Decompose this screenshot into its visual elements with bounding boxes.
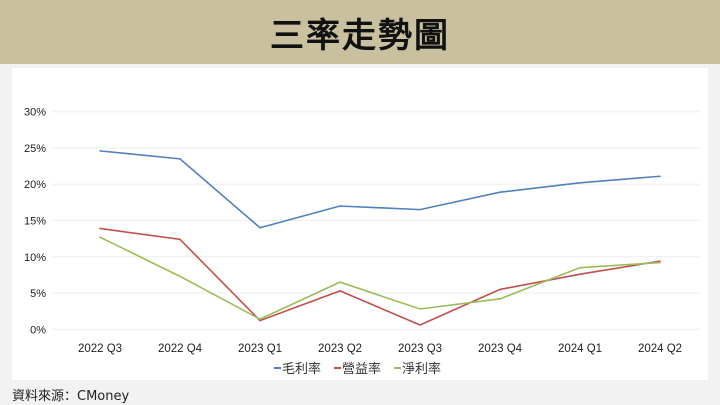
data-point — [99, 150, 101, 152]
data-point — [499, 298, 501, 300]
data-point — [339, 205, 341, 207]
legend-label: 毛利率 — [282, 361, 321, 377]
data-point — [179, 275, 181, 278]
data-point — [339, 290, 341, 292]
data-point — [659, 175, 661, 178]
legend-label: 營益率 — [342, 361, 381, 377]
data-point — [579, 181, 581, 184]
chart-panel: 0% 5% 10% 15% 20% 25% 30% 2022 Q3 2022 Q4 2023 Q1… — [12, 68, 708, 380]
data-point — [419, 324, 421, 326]
y-tick-label: 10% — [24, 252, 46, 264]
series-line-1 — [99, 227, 661, 326]
y-tick-label: 5% — [30, 288, 46, 300]
data-point — [499, 191, 501, 194]
y-tick-label: 20% — [24, 179, 46, 191]
title-bar: 三率走勢圖 — [0, 0, 720, 64]
data-point — [659, 261, 661, 264]
x-tick-label: 2024 Q1 — [558, 343, 602, 355]
data-point — [259, 318, 261, 320]
data-point — [499, 288, 501, 291]
data-point — [419, 208, 421, 211]
y-tick-label: 25% — [24, 143, 46, 155]
data-point — [99, 236, 101, 238]
x-tick-label: 2023 Q2 — [318, 343, 362, 355]
source-note: 資料來源：CMoney — [12, 389, 130, 404]
y-tick-label: 0% — [30, 324, 46, 336]
data-point — [179, 158, 181, 160]
data-point — [579, 273, 581, 275]
x-tick-label: 2023 Q1 — [238, 343, 282, 355]
data-point — [419, 308, 421, 310]
x-tick-label: 2022 Q3 — [78, 343, 122, 355]
x-tick-label: 2022 Q4 — [158, 343, 203, 355]
data-point — [99, 227, 101, 230]
data-point — [259, 226, 261, 229]
legend-label: 淨利率 — [402, 361, 441, 377]
data-point — [579, 266, 581, 269]
x-tick-label: 2023 Q3 — [398, 343, 442, 355]
page-title: 三率走勢圖 — [270, 15, 450, 56]
line-chart: 0% 5% 10% 15% 20% 25% 30% 2022 Q3 2022 Q4 2023 Q1… — [24, 107, 700, 377]
y-tick-label: 15% — [24, 216, 46, 228]
data-point — [339, 281, 341, 283]
x-tick-label: 2024 Q2 — [638, 343, 682, 355]
data-point — [179, 238, 181, 241]
series-line-2 — [99, 236, 661, 321]
data-point — [659, 260, 661, 262]
x-tick-label: 2023 Q4 — [478, 343, 523, 355]
series-line-0 — [99, 150, 661, 229]
data-point — [259, 319, 261, 322]
y-tick-label: 30% — [24, 107, 46, 119]
